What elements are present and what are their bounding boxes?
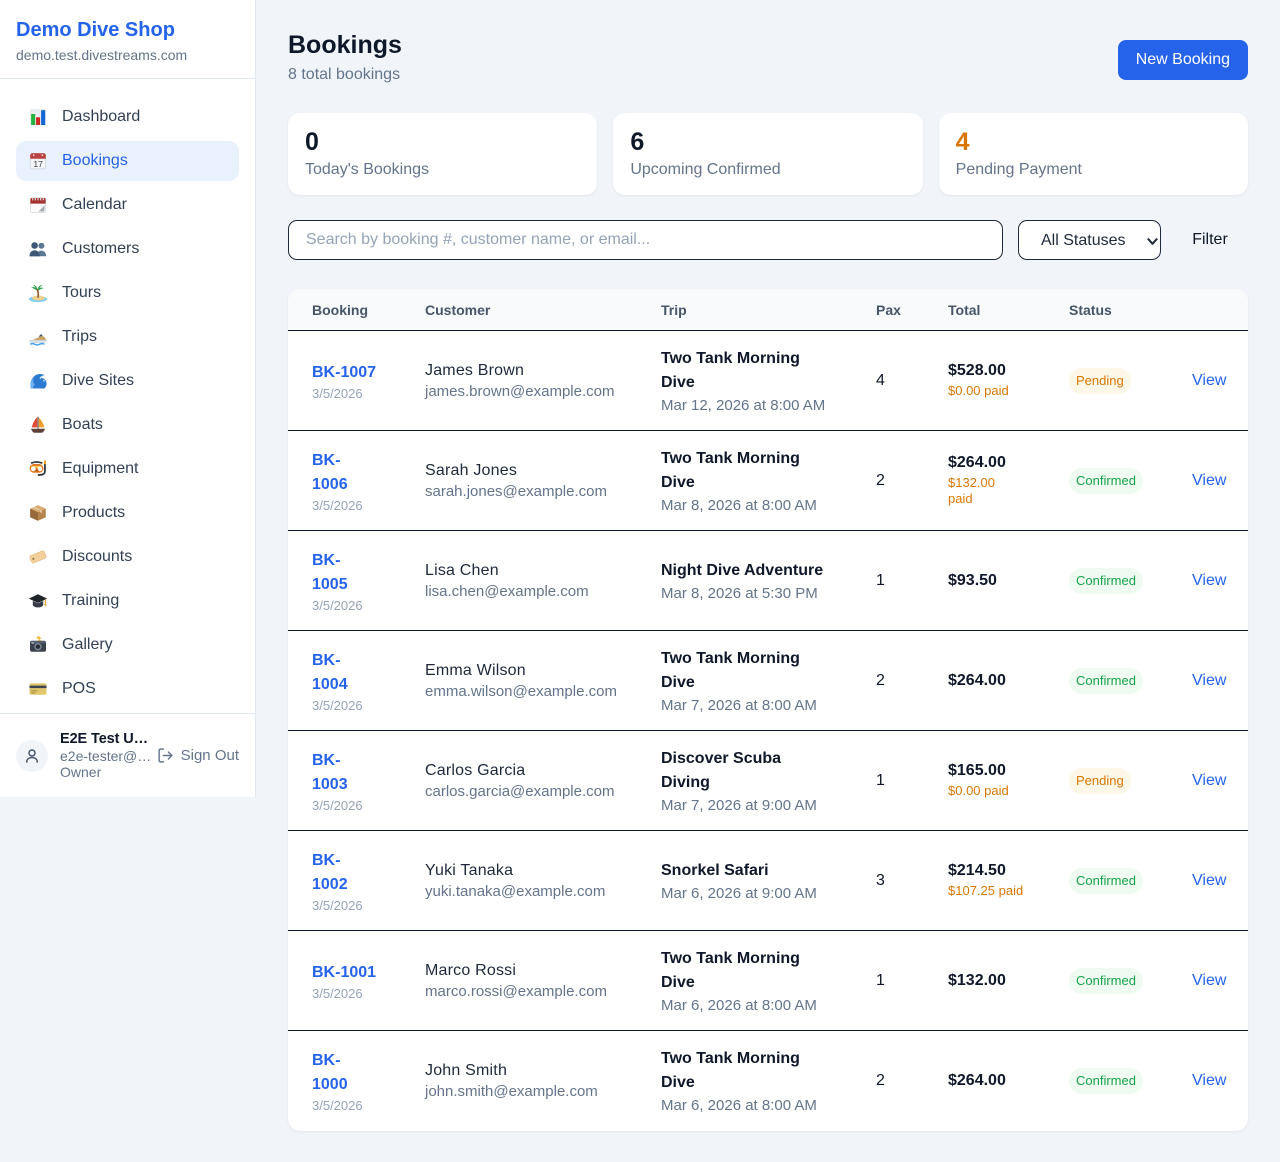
svg-text:17: 17 [33, 159, 43, 169]
